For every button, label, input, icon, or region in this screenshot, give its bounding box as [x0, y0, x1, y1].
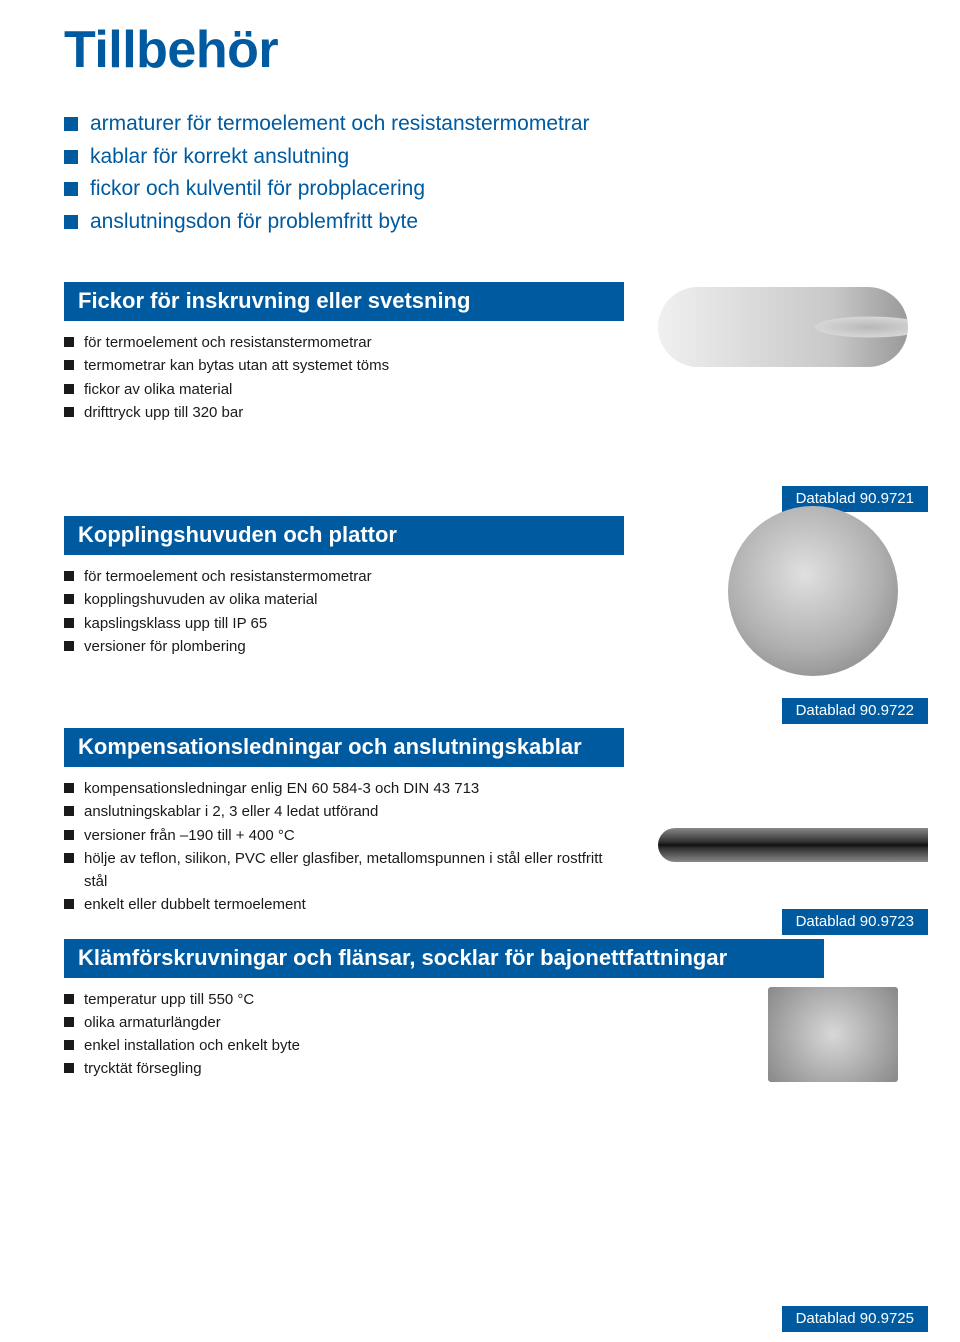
footer-datasheet-badge: Datablad 90.9725 — [782, 1306, 928, 1332]
list-item: kompensationsledningar enlig EN 60 584-3… — [64, 777, 604, 800]
list-item: enkel installation och enkelt byte — [64, 1034, 604, 1057]
list-item: versioner från –190 till + 400 °C — [64, 824, 604, 847]
section-heading: Kompensationsledningar och anslutningska… — [64, 728, 624, 767]
section-fickor: Fickor för inskruvning eller svetsning f… — [64, 282, 928, 424]
section-klamforskruvningar: Datablad 90.9723 Klämförskruvningar och … — [64, 939, 928, 1081]
intro-item: anslutningsdon för problemfritt byte — [64, 206, 928, 239]
list-item: enkelt eller dubbelt termoelement — [64, 893, 604, 916]
section-list: temperatur upp till 550 °C olika armatur… — [64, 988, 604, 1081]
section-heading: Fickor för inskruvning eller svetsning — [64, 282, 624, 321]
section-list: kompensationsledningar enlig EN 60 584-3… — [64, 777, 604, 917]
list-item: drifttryck upp till 320 bar — [64, 401, 604, 424]
list-item: kopplingshuvuden av olika material — [64, 588, 604, 611]
section-kompensationsledningar: Datablad 90.9722 Kompensationsledningar … — [64, 728, 928, 917]
list-item: hölje av teflon, silikon, PVC eller glas… — [64, 847, 604, 894]
section-heading: Klämförskruvningar och flänsar, socklar … — [64, 939, 824, 978]
list-item: fickor av olika material — [64, 378, 604, 401]
list-item: versioner för plombering — [64, 635, 604, 658]
intro-list: armaturer för termoelement och resistans… — [64, 108, 928, 238]
list-item: för termoelement och resistanstermometra… — [64, 331, 604, 354]
list-item: termometrar kan bytas utan att systemet … — [64, 354, 604, 377]
intro-item: kablar för korrekt anslutning — [64, 141, 928, 174]
intro-item: armaturer för termoelement och resistans… — [64, 108, 928, 141]
datasheet-badge: Datablad 90.9723 — [782, 909, 928, 935]
list-item: anslutningskablar i 2, 3 eller 4 ledat u… — [64, 800, 604, 823]
cable-image — [658, 828, 928, 862]
list-item: temperatur upp till 550 °C — [64, 988, 604, 1011]
page: Tillbehör armaturer för termoelement och… — [0, 0, 960, 1081]
section-heading: Kopplingshuvuden och plattor — [64, 516, 624, 555]
thermowell-image — [658, 287, 908, 367]
list-item: för termoelement och resistanstermometra… — [64, 565, 604, 588]
list-item: kapslingsklass upp till IP 65 — [64, 612, 604, 635]
section-list: för termoelement och resistanstermometra… — [64, 565, 604, 658]
datasheet-badge: Datablad 90.9722 — [782, 698, 928, 724]
page-title: Tillbehör — [64, 20, 928, 80]
list-item: olika armaturlängder — [64, 1011, 604, 1034]
fitting-image — [768, 987, 898, 1082]
intro-item: fickor och kulventil för probplacering — [64, 173, 928, 206]
section-list: för termoelement och resistanstermometra… — [64, 331, 604, 424]
list-item: trycktät försegling — [64, 1057, 604, 1080]
section-kopplingshuvuden: Datablad 90.9721 Kopplingshuvuden och pl… — [64, 516, 928, 658]
connection-head-image — [728, 506, 898, 676]
